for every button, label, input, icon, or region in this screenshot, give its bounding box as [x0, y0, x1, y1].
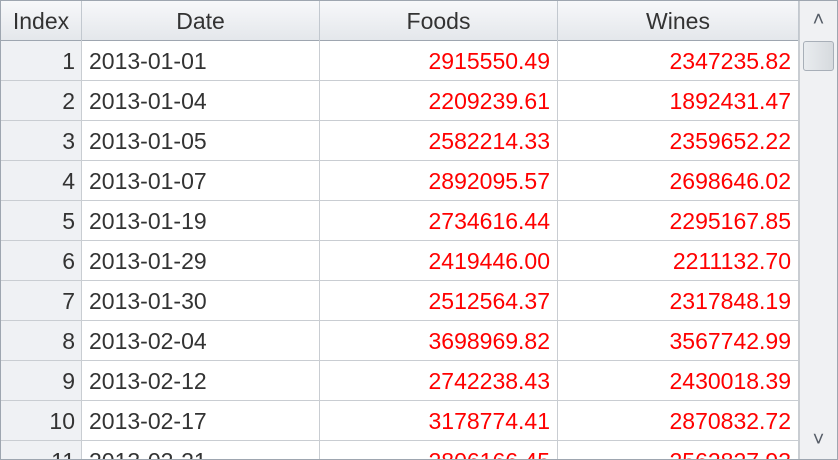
- table-row[interactable]: 112013-02-212806166.452562827.93: [1, 441, 799, 459]
- cell-foods[interactable]: 2582214.33: [320, 121, 558, 161]
- cell-foods[interactable]: 2512564.37: [320, 281, 558, 321]
- table-row[interactable]: 1 2013-01-01 2915550.49 2347235.82: [1, 41, 799, 81]
- cell-foods[interactable]: 2806166.45: [320, 441, 558, 459]
- cell-wines[interactable]: 2347235.82: [558, 41, 799, 81]
- cell-foods[interactable]: 2209239.61: [320, 81, 558, 121]
- table-body: 1 2013-01-01 2915550.49 2347235.82 2 2013-01-…: [1, 41, 799, 459]
- cell-foods[interactable]: 3178774.41: [320, 401, 558, 441]
- cell-wines[interactable]: 1892431.47: [558, 81, 799, 121]
- column-header-wines[interactable]: Wines: [558, 1, 799, 41]
- cell-index[interactable]: 1: [1, 41, 82, 81]
- cell-wines[interactable]: 2870832.72: [558, 401, 799, 441]
- cell-date[interactable]: 2013-01-05: [82, 121, 320, 161]
- cell-wines[interactable]: 2430018.39: [558, 361, 799, 401]
- vertical-scrollbar[interactable]: ˄ ˅: [799, 1, 837, 459]
- table-row[interactable]: 10 2013-02-17 3178774.41 2870832.72: [1, 401, 799, 441]
- table-row[interactable]: 7 2013-01-30 2512564.37 2317848.19: [1, 281, 799, 321]
- cell-index[interactable]: 8: [1, 321, 82, 361]
- scrollbar-thumb[interactable]: [803, 41, 834, 71]
- table-header: Index Date Foods Wines: [1, 1, 799, 41]
- column-header-date[interactable]: Date: [82, 1, 320, 41]
- data-table: Index Date Foods Wines 1 2013-01-01 291555…: [1, 1, 799, 459]
- cell-foods[interactable]: 2419446.00: [320, 241, 558, 281]
- cell-index[interactable]: 2: [1, 81, 82, 121]
- cell-index[interactable]: 4: [1, 161, 82, 201]
- cell-date[interactable]: 2013-01-01: [82, 41, 320, 81]
- cell-index[interactable]: 6: [1, 241, 82, 281]
- cell-date[interactable]: 2013-01-07: [82, 161, 320, 201]
- table-row[interactable]: 9 2013-02-12 2742238.43 2430018.39: [1, 361, 799, 401]
- cell-foods[interactable]: 2742238.43: [320, 361, 558, 401]
- column-header-foods[interactable]: Foods: [320, 1, 558, 41]
- cell-index[interactable]: 9: [1, 361, 82, 401]
- cell-date[interactable]: 2013-02-04: [82, 321, 320, 361]
- cell-date[interactable]: 2013-02-17: [82, 401, 320, 441]
- cell-index[interactable]: 11: [1, 441, 82, 459]
- cell-date[interactable]: 2013-02-21: [82, 441, 320, 459]
- cell-foods[interactable]: 2734616.44: [320, 201, 558, 241]
- cell-foods[interactable]: 3698969.82: [320, 321, 558, 361]
- table-row[interactable]: 6 2013-01-29 2419446.00 2211132.70: [1, 241, 799, 281]
- cell-wines[interactable]: 2317848.19: [558, 281, 799, 321]
- table-row[interactable]: 2 2013-01-04 2209239.61 1892431.47: [1, 81, 799, 121]
- cell-wines[interactable]: 2698646.02: [558, 161, 799, 201]
- chevron-up-icon[interactable]: ˄: [812, 8, 825, 31]
- cell-date[interactable]: 2013-02-12: [82, 361, 320, 401]
- cell-index[interactable]: 5: [1, 201, 82, 241]
- cell-date[interactable]: 2013-01-19: [82, 201, 320, 241]
- cell-index[interactable]: 10: [1, 401, 82, 441]
- cell-foods[interactable]: 2892095.57: [320, 161, 558, 201]
- table-row[interactable]: 3 2013-01-05 2582214.33 2359652.22: [1, 121, 799, 161]
- table-row[interactable]: 8 2013-02-04 3698969.82 3567742.99: [1, 321, 799, 361]
- cell-wines[interactable]: 2359652.22: [558, 121, 799, 161]
- chevron-down-icon[interactable]: ˅: [812, 428, 825, 451]
- table-row[interactable]: 5 2013-01-19 2734616.44 2295167.85: [1, 201, 799, 241]
- cell-wines[interactable]: 2562827.93: [558, 441, 799, 459]
- table-row[interactable]: 4 2013-01-07 2892095.57 2698646.02: [1, 161, 799, 201]
- cell-date[interactable]: 2013-01-30: [82, 281, 320, 321]
- cell-index[interactable]: 7: [1, 281, 82, 321]
- cell-date[interactable]: 2013-01-29: [82, 241, 320, 281]
- cell-index[interactable]: 3: [1, 121, 82, 161]
- cell-wines[interactable]: 2295167.85: [558, 201, 799, 241]
- column-header-index[interactable]: Index: [1, 1, 82, 41]
- cell-foods[interactable]: 2915550.49: [320, 41, 558, 81]
- cell-wines[interactable]: 3567742.99: [558, 321, 799, 361]
- cell-wines[interactable]: 2211132.70: [558, 241, 799, 281]
- cell-date[interactable]: 2013-01-04: [82, 81, 320, 121]
